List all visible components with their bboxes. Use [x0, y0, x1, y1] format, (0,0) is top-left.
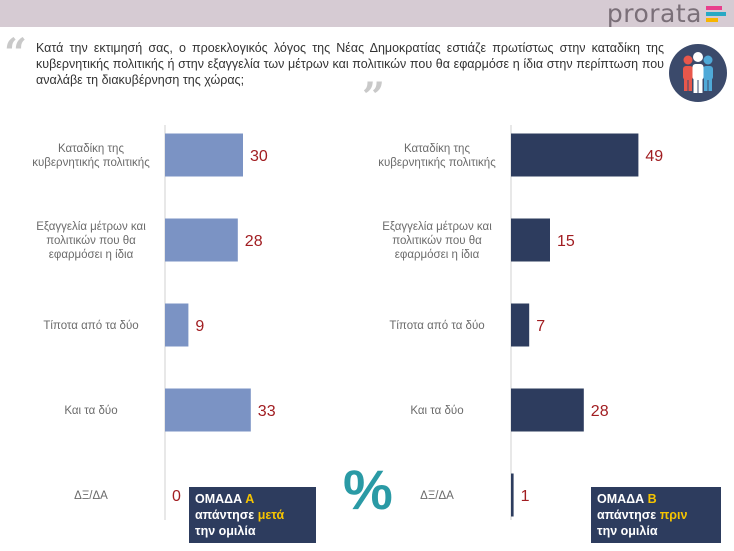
- value-label-2-2: 15: [557, 233, 575, 250]
- people-icon: [669, 44, 727, 102]
- bar-2-3: [511, 303, 530, 347]
- category-label-1-2: Εξαγγελία μέτρων και πολιτικών που θα εφαρ…: [36, 221, 146, 261]
- value-label-2-1: 49: [645, 148, 663, 165]
- group-b-label: ΟΜΑΔΑ Β απάντησε πριν την ομιλία: [591, 487, 721, 543]
- value-label-2-5: 1: [521, 488, 530, 505]
- value-label-1-2: 28: [245, 233, 263, 250]
- category-label-1-5: ΔΞ/ΔΑ: [74, 490, 108, 502]
- bar-2-1: [511, 133, 639, 177]
- bar-1-3: [165, 303, 189, 347]
- category-label-2-5: ΔΞ/ΔΑ: [420, 490, 454, 502]
- value-label-1-3: 9: [195, 318, 204, 335]
- category-label-2-4: Και τα δύο: [410, 405, 463, 417]
- group-a-label: ΟΜΑΔΑ Α απάντησε μετά την ομιλία: [189, 487, 316, 543]
- category-label-2-3: Τίποτα από τα δύο: [389, 320, 484, 332]
- category-label-1-1: Καταδίκη της κυβερνητικής πολιτικής: [32, 143, 150, 169]
- top-bar: prorata: [0, 0, 734, 27]
- category-label-1-3: Τίποτα από τα δύο: [43, 320, 138, 332]
- open-quote-icon: “: [4, 30, 28, 77]
- category-label-1-4: Και τα δύο: [64, 405, 117, 417]
- survey-question: Κατά την εκτιμησή σας, ο προεκλογικός λό…: [36, 41, 664, 87]
- prorata-logo: prorata: [607, 0, 726, 27]
- bar-1-4: [165, 388, 251, 432]
- logo-bars-icon: [706, 5, 726, 22]
- close-quote-icon: ”: [362, 74, 386, 121]
- category-label-2-2: Εξαγγελία μέτρων και πολιτικών που θα εφαρ…: [382, 221, 492, 261]
- percent-icon: %: [343, 458, 393, 521]
- bar-2-5: [511, 473, 514, 517]
- bar-1-2: [165, 218, 238, 262]
- value-label-1-4: 33: [258, 403, 276, 420]
- value-label-1-1: 30: [250, 148, 268, 165]
- category-label-2-1: Καταδίκη της κυβερνητικής πολιτικής: [378, 143, 496, 169]
- value-label-1-5: 0: [172, 488, 181, 505]
- bar-1-1: [165, 133, 243, 177]
- value-label-2-4: 28: [591, 403, 609, 420]
- bar-2-2: [511, 218, 550, 262]
- logo-text: prorata: [606, 0, 702, 28]
- bar-2-4: [511, 388, 584, 432]
- value-label-2-3: 7: [536, 318, 545, 335]
